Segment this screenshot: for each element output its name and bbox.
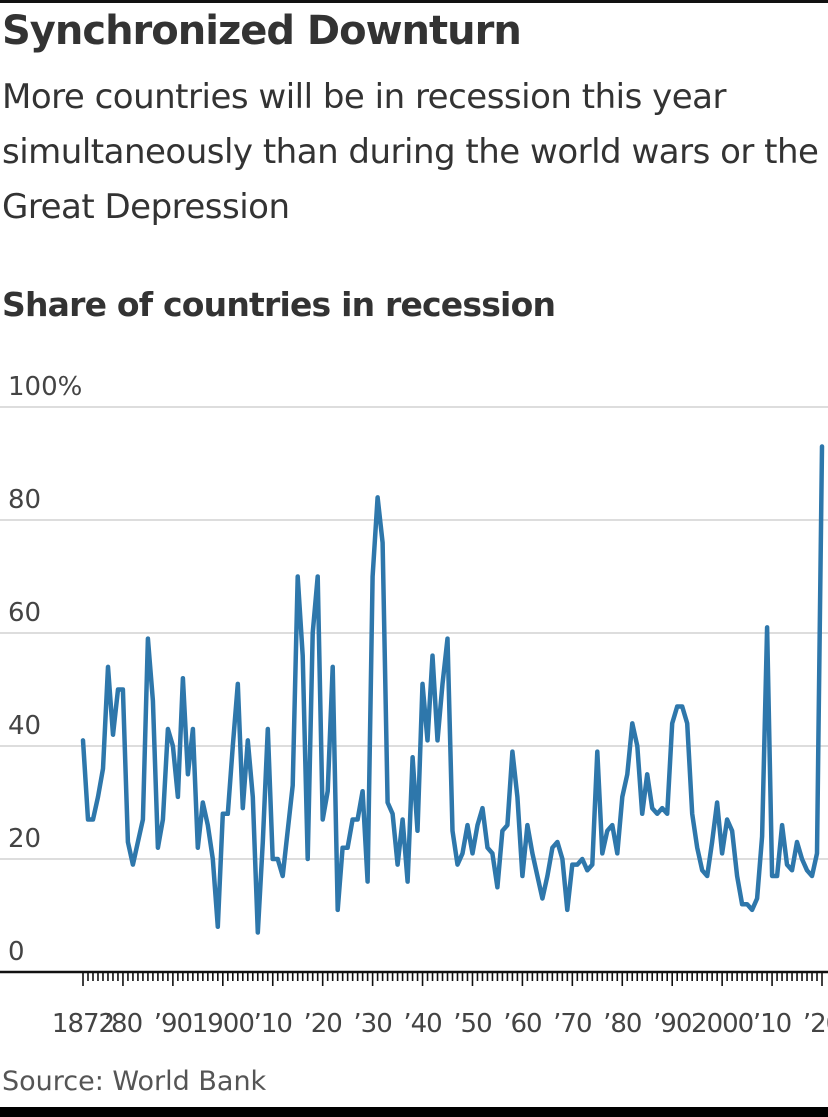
y-tick-label: 80 bbox=[8, 485, 41, 515]
x-tick-label: 1872 bbox=[52, 1009, 114, 1039]
series-layer bbox=[80, 444, 825, 935]
x-tick-label: ’40 bbox=[403, 1009, 441, 1039]
x-axis: 1872’80’90 1900’10’20’30’40’50’60’70’80’9… bbox=[0, 970, 828, 1039]
x-tick-label: ’10 bbox=[254, 1009, 292, 1039]
x-tick-label: 1900 bbox=[192, 1009, 254, 1039]
x-tick-label: ’80 bbox=[603, 1009, 641, 1039]
chart-subtitle: More countries will be in recession this… bbox=[2, 77, 819, 227]
y-tick-label: 0 bbox=[8, 937, 25, 967]
x-tick-label: ’90 bbox=[653, 1009, 691, 1039]
y-axis-labels: 100% 80 60 40 20 0 bbox=[8, 372, 82, 967]
grid-lines bbox=[0, 406, 828, 860]
x-tick-label: ’20 bbox=[803, 1009, 828, 1039]
series-line bbox=[80, 444, 825, 935]
x-tick-label: ’50 bbox=[453, 1009, 491, 1039]
x-tick-label: ’10 bbox=[753, 1009, 791, 1039]
y-tick-label: 20 bbox=[8, 824, 41, 854]
y-tick-label: 60 bbox=[8, 598, 41, 628]
chart-label: Share of countries in recession bbox=[2, 285, 556, 324]
source-note: Source: World Bank bbox=[2, 1066, 267, 1097]
x-tick-label: ’60 bbox=[503, 1009, 541, 1039]
x-tick-label: ’80 bbox=[104, 1009, 142, 1039]
x-tick-label: 2000 bbox=[691, 1009, 753, 1039]
y-tick-label: 100% bbox=[8, 372, 82, 402]
bottom-border bbox=[0, 1107, 828, 1117]
y-tick-label: 40 bbox=[8, 711, 41, 741]
chart-title: Synchronized Downturn bbox=[2, 8, 522, 54]
x-tick-label: ’90 bbox=[154, 1009, 192, 1039]
x-tick-label: ’20 bbox=[303, 1009, 341, 1039]
x-tick-label: ’70 bbox=[553, 1009, 591, 1039]
x-tick-label: ’30 bbox=[353, 1009, 391, 1039]
top-border bbox=[0, 0, 828, 3]
